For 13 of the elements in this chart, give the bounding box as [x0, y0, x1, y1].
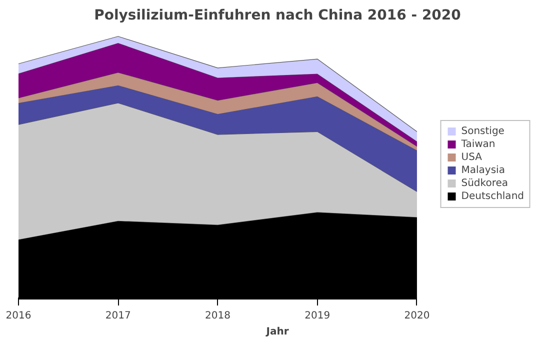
- legend-label: Sonstige: [461, 126, 504, 136]
- legend-label: Südkorea: [461, 178, 508, 188]
- x-tick-label: 2019: [304, 310, 330, 322]
- chart-title: Polysilizium-Einfuhren nach China 2016 - 2020: [94, 8, 462, 24]
- x-axis-title: Jahr: [265, 326, 289, 338]
- legend-label: Malaysia: [461, 164, 505, 176]
- x-tick-label: 2018: [205, 310, 230, 322]
- legend-label: USA: [461, 152, 482, 162]
- x-tick-label: 2020: [404, 310, 430, 322]
- x-tick-label: 2016: [6, 310, 32, 322]
- x-tick-label: 2017: [105, 310, 131, 322]
- legend-label: Deutschland: [461, 190, 524, 202]
- legend-label: Taiwan: [461, 138, 496, 150]
